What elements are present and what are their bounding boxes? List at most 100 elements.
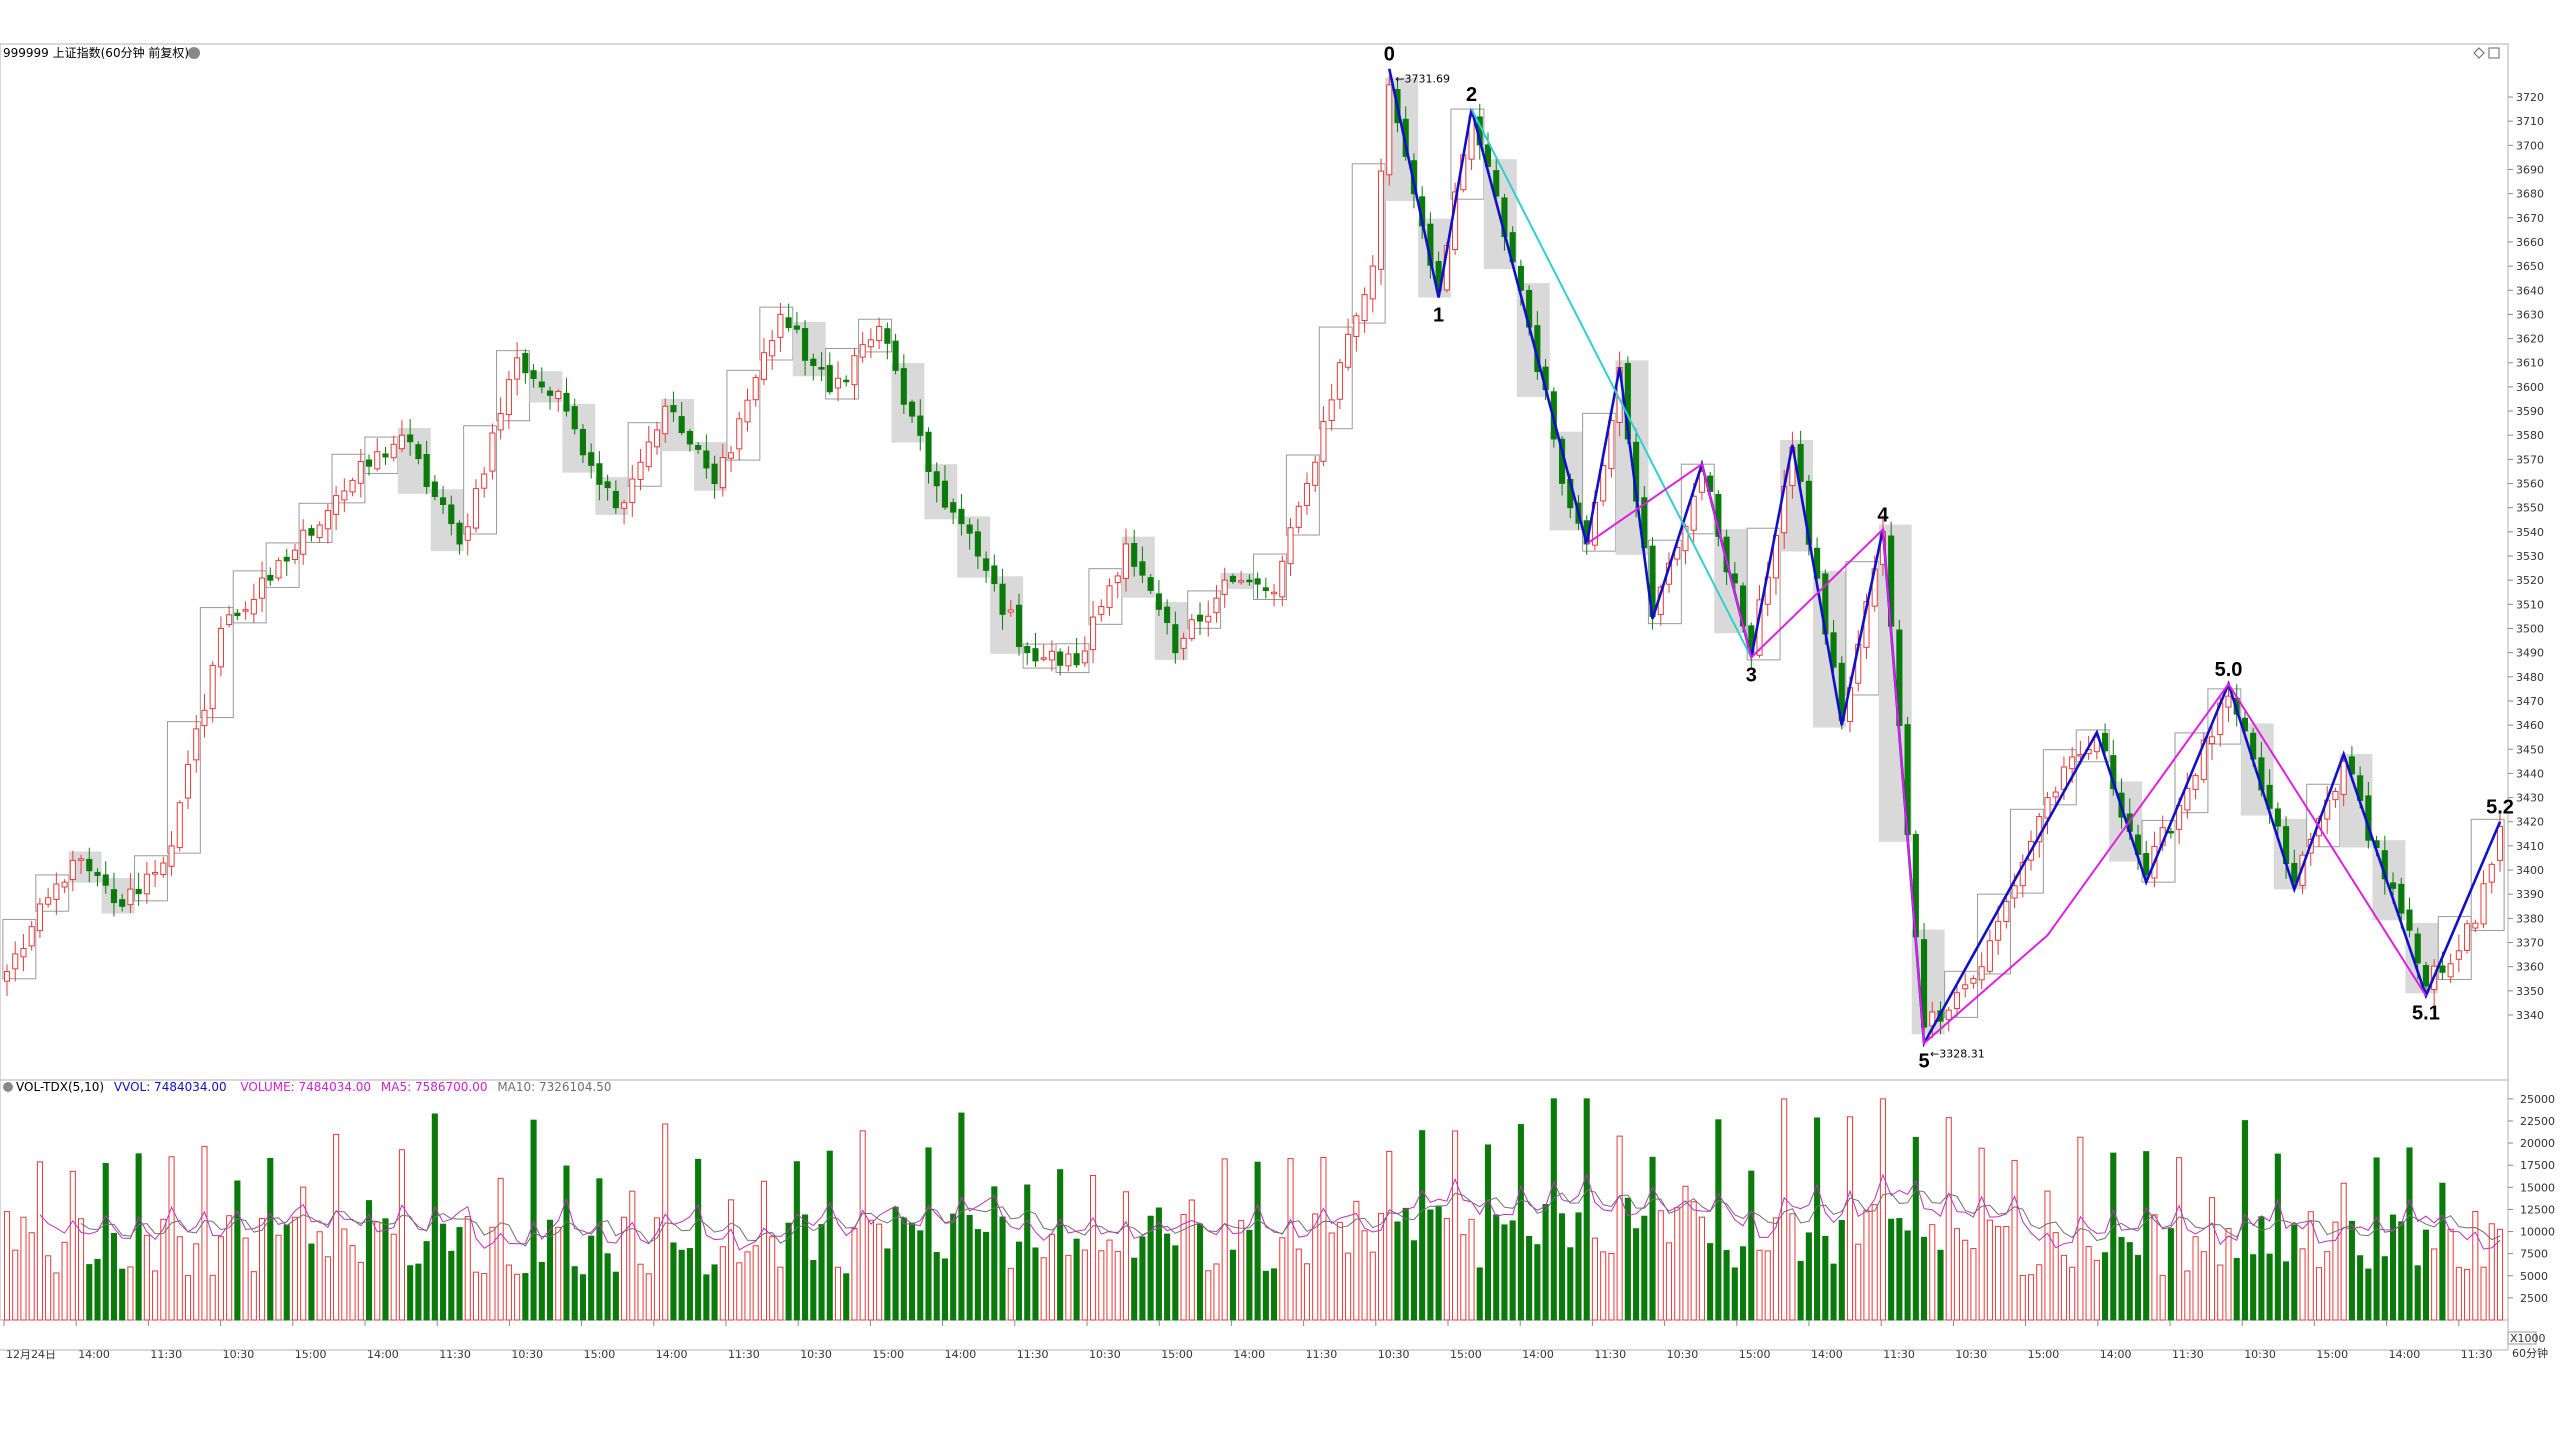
- volume-bar: [1353, 1200, 1360, 1321]
- candle-body: [374, 451, 381, 470]
- candle-body: [2348, 756, 2355, 775]
- candle-body: [1279, 560, 1286, 598]
- candle-body: [1328, 399, 1335, 421]
- volume-bar: [127, 1266, 134, 1321]
- diamond-icon[interactable]: [2473, 47, 2485, 59]
- candle-body: [2044, 797, 2051, 819]
- y-tick-label: 3690: [2516, 163, 2544, 176]
- volume-bar: [365, 1200, 373, 1321]
- volume-bar: [143, 1234, 150, 1321]
- candle-body: [760, 352, 768, 380]
- volume-bar: [950, 1213, 957, 1321]
- candle-body: [2480, 883, 2487, 925]
- volume-bar: [810, 1260, 817, 1321]
- candle-body: [826, 365, 833, 393]
- candle-body: [892, 340, 899, 371]
- volume-bar: [1937, 1249, 1944, 1321]
- vol-tick-label: 17500: [2520, 1159, 2555, 1172]
- volume-header: VOL-TDX(5,10) VVOL: 7484034.00 VOLUME: 7…: [3, 1080, 612, 1094]
- window-icon[interactable]: [2488, 47, 2500, 59]
- candle-body: [176, 802, 183, 849]
- volume-bar: [1048, 1233, 1055, 1321]
- candle-body: [530, 370, 537, 379]
- volume-bar: [2069, 1266, 2076, 1321]
- volume-bar: [1386, 1150, 1393, 1321]
- volume-bar: [61, 1241, 68, 1321]
- consolidation-box: [35, 874, 70, 912]
- candle-body: [341, 490, 348, 501]
- vol-tick-label: 22500: [2520, 1115, 2555, 1128]
- timeframe-label[interactable]: 60分钟: [2512, 1346, 2548, 1360]
- volume-bar: [407, 1265, 414, 1321]
- consolidation-box: [134, 855, 168, 902]
- volume-bar: [604, 1253, 611, 1321]
- volume-bar: [2192, 1236, 2199, 1321]
- candle-body: [242, 609, 249, 612]
- candle-body: [2447, 963, 2454, 978]
- volume-ma5-line: [39, 1172, 2501, 1251]
- volume-bar: [1007, 1267, 1014, 1321]
- x-multiplier-box: [2507, 1331, 2537, 1345]
- volume-bar: [2151, 1214, 2158, 1321]
- volume-bar: [2431, 1248, 2438, 1321]
- candle-body: [2192, 775, 2199, 790]
- candle-body: [1155, 593, 1162, 610]
- volume-bar: [168, 1156, 175, 1321]
- y-tick-label: 3430: [2516, 792, 2544, 805]
- consolidation-box: [2042, 749, 2077, 806]
- volume-bar: [744, 1251, 751, 1321]
- candle-body: [1303, 483, 1311, 506]
- candle-body: [333, 495, 340, 515]
- x-tick-label: 11:30: [1017, 1348, 1049, 1361]
- y-tick-label: 3590: [2516, 405, 2544, 418]
- volume-bar: [2299, 1248, 2306, 1321]
- consolidation-box: [1318, 326, 1353, 430]
- volume-bar: [1921, 1236, 1928, 1321]
- volume-bar: [12, 1249, 19, 1321]
- candle-body: [464, 526, 471, 541]
- volume-bar: [242, 1237, 249, 1321]
- candle-body: [727, 452, 735, 459]
- volume-axis: 2500 5000 7500 10000 12500 15000 17500 20000 225…: [2508, 1093, 2555, 1305]
- candle-body: [308, 528, 315, 536]
- volume-bar: [1772, 1217, 1780, 1321]
- volume-bar: [908, 1222, 916, 1321]
- volume-bar: [1707, 1243, 1714, 1321]
- consolidation-box: [759, 306, 794, 361]
- vol-settings-icon[interactable]: [3, 1082, 13, 1092]
- candle-body: [2496, 826, 2504, 861]
- candle-body: [415, 444, 422, 460]
- volume-bar: [308, 1243, 315, 1321]
- volume-bar: [2118, 1237, 2125, 1321]
- candle-body: [2464, 923, 2471, 951]
- volume-bar: [1501, 1224, 1508, 1321]
- settings-icon[interactable]: [188, 47, 200, 59]
- wave-label: 5.2: [2486, 797, 2514, 819]
- volume-bar: [1558, 1213, 1566, 1321]
- vol-prefix: VOL-TDX(5,10): [16, 1080, 104, 1094]
- volume-bar: [1196, 1223, 1204, 1321]
- volume-bar: [2052, 1232, 2059, 1321]
- volume-bar: [925, 1147, 932, 1321]
- volume-bar: [36, 1161, 43, 1321]
- volume-bar: [349, 1245, 356, 1321]
- candle-body: [818, 367, 825, 370]
- volume-bar: [2200, 1251, 2207, 1321]
- candle-body: [637, 461, 644, 480]
- candle-body: [1221, 579, 1228, 595]
- volume-bar: [1970, 1248, 1977, 1321]
- wave-line-magenta: [1586, 462, 2427, 1046]
- candle-body: [2455, 950, 2462, 960]
- candle-body: [1295, 505, 1302, 528]
- volume-bar: [1846, 1116, 1854, 1321]
- candle-body: [1106, 585, 1113, 609]
- candle-body: [2143, 853, 2150, 876]
- x-tick-label: 14:00: [367, 1348, 399, 1361]
- volume-bar: [1888, 1218, 1895, 1321]
- volume-bar: [1328, 1232, 1335, 1321]
- x-tick-label: 14:00: [1233, 1348, 1265, 1361]
- wave-label: 0: [1384, 44, 1395, 66]
- volume-bar: [275, 1234, 282, 1321]
- volume-bar: [678, 1249, 685, 1321]
